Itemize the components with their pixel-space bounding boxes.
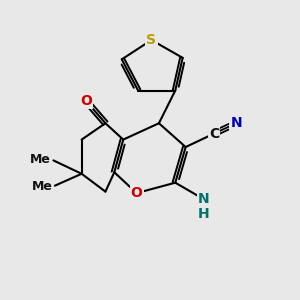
Text: N: N — [230, 116, 242, 130]
Text: O: O — [131, 186, 142, 200]
Text: Me: Me — [30, 153, 51, 166]
Text: N: N — [198, 192, 209, 206]
Text: Me: Me — [32, 180, 52, 194]
Text: O: O — [80, 94, 92, 108]
Text: C: C — [209, 127, 219, 141]
Text: H: H — [198, 207, 209, 221]
Text: S: S — [146, 33, 157, 47]
